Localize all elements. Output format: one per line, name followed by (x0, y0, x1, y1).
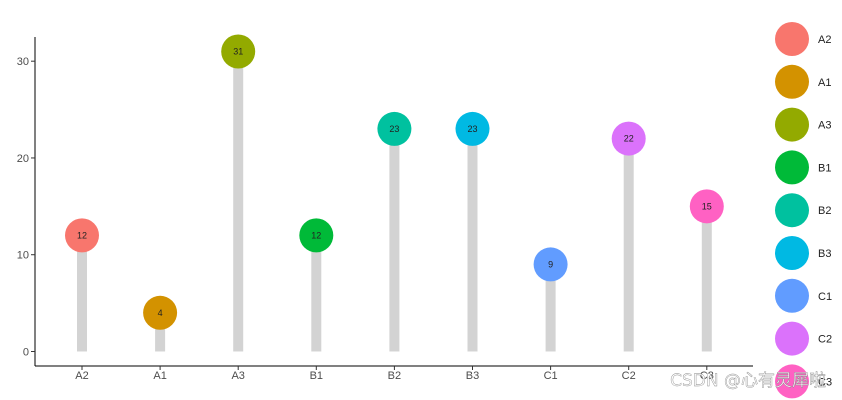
y-tick-label: 30 (17, 56, 29, 68)
legend-swatch (775, 193, 809, 228)
legend-swatch (775, 364, 809, 399)
dots: 12 4 31 12 23 23 9 22 15 (65, 34, 724, 330)
lollipop-dot (377, 111, 412, 146)
y-tick-label: 20 (17, 153, 29, 165)
lollipop-dot (221, 34, 256, 69)
legend-swatch (775, 321, 809, 356)
axes: 0 10 20 30 A2 A1 A3 B1 B2 B3 C1 C2 C3 (17, 37, 753, 382)
x-tick-label: A3 (231, 370, 244, 382)
legend-label: B1 (818, 162, 831, 174)
value-label: 23 (389, 124, 399, 134)
lollipop-dot (299, 218, 334, 253)
x-tick-label: C3 (700, 370, 714, 382)
lollipop-dot (689, 189, 724, 224)
value-label: 9 (548, 259, 553, 269)
value-label: 22 (624, 134, 634, 144)
x-tick-label: A1 (153, 370, 166, 382)
legend-label: C2 (818, 334, 832, 346)
lollipop-stem (623, 138, 634, 352)
value-label: 4 (158, 308, 163, 318)
lollipop-stem (155, 312, 166, 352)
legend-label: B3 (818, 248, 831, 260)
x-tick-label: B1 (310, 370, 323, 382)
stems (77, 51, 712, 352)
lollipop-stem (77, 235, 87, 352)
lollipop-stem (467, 128, 478, 352)
value-label: 31 (233, 47, 243, 57)
legend-swatch (775, 150, 809, 185)
legend-label: C3 (818, 376, 832, 388)
x-tick-label: B2 (388, 370, 401, 382)
value-label: 23 (467, 124, 477, 134)
lollipop-dot (533, 247, 568, 282)
value-label: 15 (702, 201, 712, 211)
legend-swatch (775, 22, 809, 56)
lollipop-dot (65, 218, 99, 253)
value-label: 12 (77, 230, 87, 240)
legend-swatch (775, 278, 809, 313)
lollipop-stem (545, 264, 556, 352)
legend-swatch (775, 107, 809, 142)
x-tick-label: C2 (622, 370, 636, 382)
legend-swatch (775, 64, 809, 99)
x-tick-label: B3 (466, 370, 479, 382)
legend-label: A2 (818, 34, 831, 46)
lollipop-dot (143, 295, 178, 330)
y-tick-label: 10 (17, 250, 29, 262)
legend-label: B2 (818, 205, 831, 217)
value-label: 12 (311, 230, 321, 240)
lollipop-stem (311, 235, 322, 352)
lollipop-dot (455, 111, 490, 146)
x-tick-label: A2 (75, 370, 88, 382)
lollipop-stem (701, 206, 712, 352)
legend-label: A1 (818, 77, 831, 89)
lollipop-stem (233, 51, 244, 352)
legend-swatch (775, 236, 809, 270)
legend: A2 A1 A3 B1 B2 B3 C1 C2 C3 (775, 22, 832, 399)
y-tick-label: 0 (23, 346, 29, 358)
x-tick-label: C1 (544, 370, 558, 382)
lollipop-dot (611, 121, 646, 156)
lollipop-stem (389, 128, 400, 352)
legend-label: C1 (818, 291, 832, 303)
legend-label: A3 (818, 120, 831, 132)
watermark: CSDN @心有灵犀啦 (670, 371, 826, 391)
